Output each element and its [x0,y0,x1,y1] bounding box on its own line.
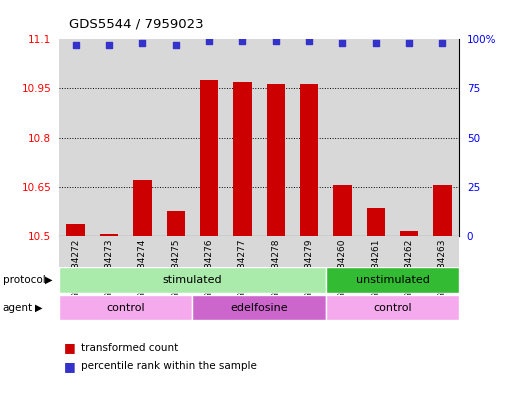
Bar [359,236,392,289]
Text: ▶: ▶ [35,303,43,312]
Text: edelfosine: edelfosine [230,303,288,312]
Text: control: control [106,303,145,312]
Bar [92,39,126,236]
Bar [333,185,351,236]
Point [405,40,413,46]
Bar [67,224,85,236]
Bar [326,39,359,236]
Point [71,42,80,48]
Point [305,38,313,44]
Point [171,42,180,48]
Point [238,38,246,44]
Bar [426,236,459,289]
Bar [300,84,318,236]
Bar [133,180,151,236]
Bar [59,236,92,289]
Bar [59,39,92,236]
Text: control: control [373,303,412,312]
Bar [426,39,459,236]
Bar [392,39,426,236]
Bar [326,267,459,293]
Text: ■: ■ [64,360,76,373]
Text: agent: agent [3,303,33,312]
Bar [433,185,451,236]
Text: GSM1084279: GSM1084279 [305,239,313,299]
Bar [233,82,251,236]
Bar [259,236,292,289]
Point [205,38,213,44]
Text: GSM1084263: GSM1084263 [438,239,447,299]
Text: GSM1084278: GSM1084278 [271,239,280,299]
Text: GSM1084274: GSM1084274 [138,239,147,299]
Point [371,40,380,46]
Point [438,40,446,46]
Text: GSM1084276: GSM1084276 [205,239,213,299]
Text: protocol: protocol [3,275,45,285]
Text: GDS5544 / 7959023: GDS5544 / 7959023 [69,18,204,31]
Bar [126,236,159,289]
Text: transformed count: transformed count [81,343,179,353]
Text: GSM1084275: GSM1084275 [171,239,180,299]
Text: GSM1084260: GSM1084260 [338,239,347,299]
Bar [159,236,192,289]
Bar [126,39,159,236]
Text: GSM1084273: GSM1084273 [105,239,113,299]
Bar [226,236,259,289]
Text: GSM1084261: GSM1084261 [371,239,380,299]
Text: stimulated: stimulated [163,275,222,285]
Bar [200,80,218,236]
Point [338,40,346,46]
Text: ■: ■ [64,341,76,354]
Bar [159,39,192,236]
Bar [192,39,226,236]
Text: ▶: ▶ [45,275,53,285]
Bar [392,236,426,289]
Text: unstimulated: unstimulated [356,275,429,285]
Bar [326,295,459,320]
Bar [167,211,185,236]
Point [105,42,113,48]
Bar [267,84,285,236]
Bar [326,236,359,289]
Text: GSM1084262: GSM1084262 [405,239,413,299]
Bar [259,39,292,236]
Bar [59,267,326,293]
Bar [192,295,326,320]
Bar [292,236,326,289]
Bar [59,295,192,320]
Text: percentile rank within the sample: percentile rank within the sample [81,361,257,371]
Bar [92,236,126,289]
Text: GSM1084277: GSM1084277 [238,239,247,299]
Bar [400,231,418,236]
Point [271,38,280,44]
Bar [226,39,259,236]
Bar [100,234,118,236]
Bar [192,236,226,289]
Point [138,40,146,46]
Text: GSM1084272: GSM1084272 [71,239,80,299]
Bar [359,39,392,236]
Bar [367,208,385,236]
Bar [292,39,326,236]
